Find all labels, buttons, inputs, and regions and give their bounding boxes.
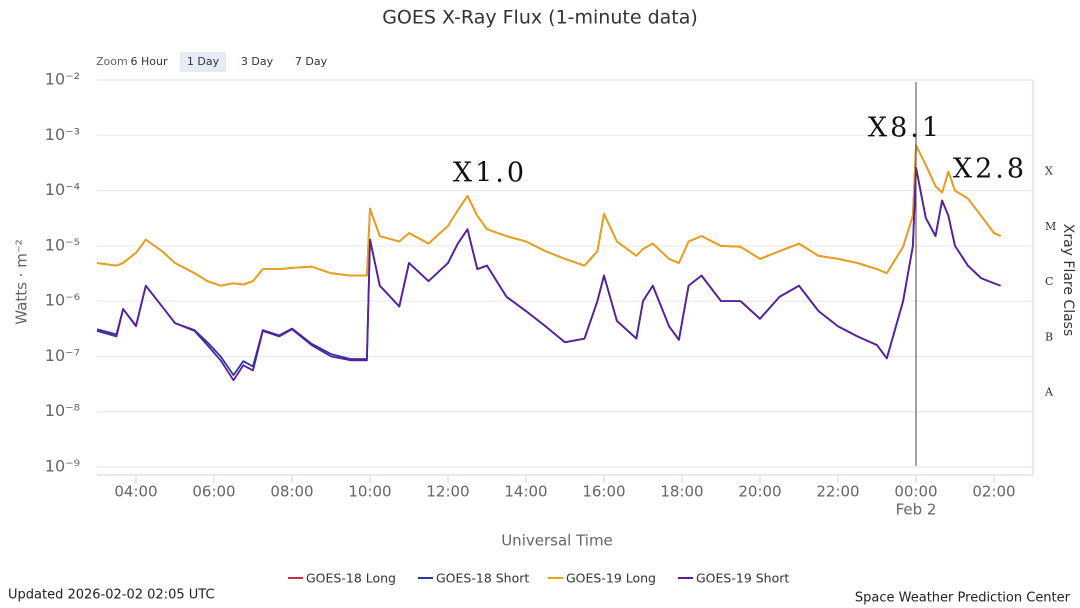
series-line — [96, 166, 1001, 382]
flare-class-label: X — [1045, 165, 1053, 178]
annotation: X8.1 — [868, 113, 942, 144]
y-tick-label: 10⁻³ — [45, 125, 80, 144]
flare-class-label: M — [1045, 220, 1056, 233]
legend-label[interactable]: GOES-18 Short — [436, 571, 529, 586]
zoom-button[interactable]: 1 Day — [187, 55, 220, 68]
flare-class-label: B — [1045, 330, 1053, 343]
y-tick-label: 10⁻² — [45, 70, 80, 89]
x-tick-label: 20:00 — [738, 483, 781, 501]
x-axis-title: Universal Time — [501, 532, 613, 550]
zoom-button[interactable]: 7 Day — [295, 55, 328, 68]
zoom-button[interactable]: 3 Day — [241, 55, 274, 68]
x-tick-label: 10:00 — [348, 483, 391, 501]
x-tick-label: 16:00 — [582, 483, 625, 501]
legend-label[interactable]: GOES-19 Short — [696, 571, 789, 586]
credit: Space Weather Prediction Center — [855, 591, 1071, 606]
y-tick-label: 10⁻⁹ — [45, 457, 80, 476]
x-date-label: Feb 2 — [896, 501, 937, 519]
series-line — [96, 144, 1001, 287]
x-tick-label: 00:00 — [894, 483, 937, 501]
x-tick-label: 22:00 — [816, 483, 859, 501]
x-tick-label: 12:00 — [426, 483, 469, 501]
updated-note: Updated 2026-02-02 02:05 UTC — [8, 588, 215, 603]
flare-class-label: C — [1045, 275, 1053, 288]
x-tick-label: 02:00 — [972, 483, 1015, 501]
legend-label[interactable]: GOES-18 Long — [306, 571, 396, 586]
flare-class-label: A — [1044, 386, 1054, 399]
x-tick-label: 04:00 — [114, 483, 157, 501]
chart-title: GOES X-Ray Flux (1-minute data) — [382, 7, 698, 29]
zoom-button[interactable]: 6 Hour — [131, 55, 168, 68]
y-tick-label: 10⁻⁵ — [45, 235, 80, 254]
x-tick-label: 08:00 — [270, 483, 313, 501]
y-tick-label: 10⁻⁸ — [45, 401, 80, 420]
annotation: X2.8 — [953, 154, 1027, 185]
zoom-button-selected[interactable] — [180, 52, 226, 72]
x-tick-label: 18:00 — [660, 483, 703, 501]
y-tick-label: 10⁻⁷ — [45, 346, 80, 365]
x-tick-label: 06:00 — [192, 483, 235, 501]
y-axis-title: Watts · m⁻² — [13, 239, 31, 325]
x-tick-label: 14:00 — [504, 483, 547, 501]
zoom-label: Zoom — [96, 55, 128, 68]
annotation: X1.0 — [453, 158, 527, 189]
legend-label[interactable]: GOES-19 Long — [566, 571, 656, 586]
y-tick-label: 10⁻⁶ — [45, 291, 80, 310]
y2-axis-title: Xray Flare Class — [1060, 224, 1076, 337]
y-tick-label: 10⁻⁴ — [45, 180, 80, 199]
